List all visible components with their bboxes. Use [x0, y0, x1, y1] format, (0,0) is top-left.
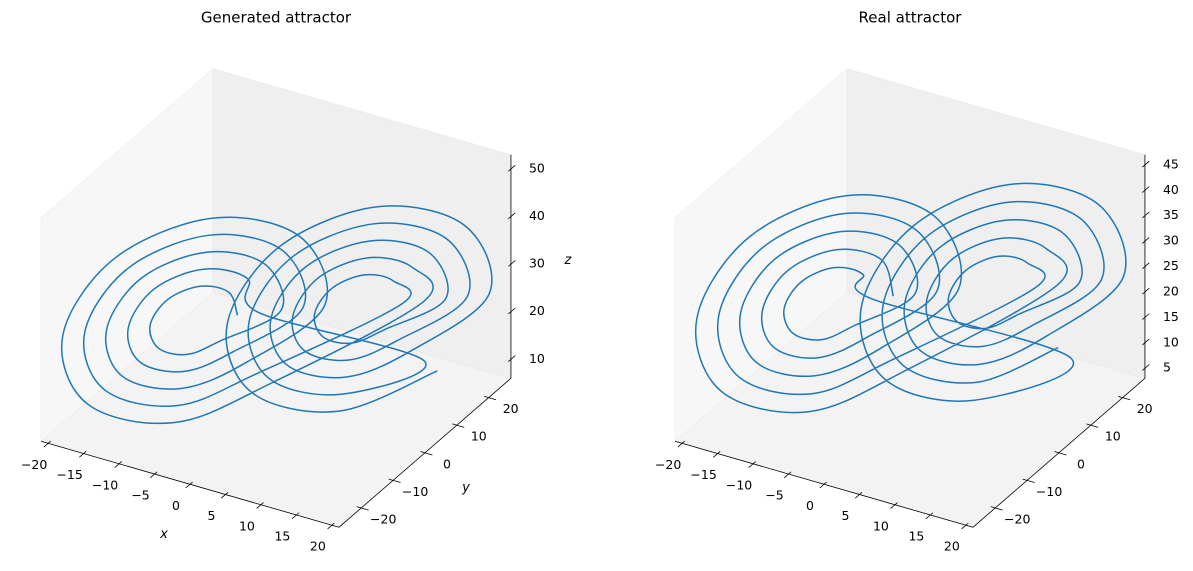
y-tick-label: −20 [1004, 511, 1030, 526]
y-tick [1118, 395, 1131, 401]
trajectory [695, 182, 1127, 414]
trajectory [61, 205, 493, 425]
x-axis-label: x [159, 527, 168, 542]
y-tick-label: −10 [402, 484, 428, 499]
x-tick [43, 440, 51, 448]
z-tick [1142, 338, 1150, 346]
x-tick [677, 440, 685, 448]
z-tick [1142, 313, 1150, 320]
x-tick-label: 20 [310, 539, 326, 554]
x-tick-label: 15 [908, 528, 924, 543]
x-tick [890, 502, 898, 509]
x-tick-label: −5 [131, 488, 149, 503]
y-tick-label: −10 [1036, 484, 1062, 499]
z-tick-label: 45 [1163, 156, 1179, 171]
x-tick-label: 10 [239, 518, 255, 533]
z-tick [508, 212, 516, 220]
chart-title: Real attractor [859, 9, 963, 27]
y-tick-label: 20 [1137, 401, 1153, 416]
z-tick-label: 40 [1163, 182, 1179, 197]
chart-title: Generated attractor [201, 9, 352, 27]
y-tick [388, 478, 401, 483]
y-tick [484, 395, 497, 401]
z-tick [1142, 262, 1150, 270]
z-tick-label: 10 [529, 351, 545, 366]
x-tick [327, 522, 335, 530]
z-tick [1142, 186, 1150, 193]
x-tick-label: 20 [944, 539, 960, 554]
x-tick-label: 15 [274, 528, 290, 543]
x-tick [256, 502, 264, 509]
x-tick [185, 481, 193, 489]
y-tick-label: 0 [1077, 456, 1085, 471]
z-tick-label: 5 [1163, 360, 1171, 375]
x-tick [713, 451, 721, 458]
z-tick [1142, 237, 1150, 244]
z-tick-label: 20 [1163, 283, 1179, 298]
x-tick [149, 471, 158, 479]
z-axis-label: z [564, 253, 573, 268]
z-tick [1142, 287, 1150, 295]
y-tick-label: 10 [1105, 429, 1121, 444]
z-tick-label: 25 [1163, 258, 1179, 273]
y-tick-label: 20 [503, 401, 519, 416]
z-tick [508, 307, 516, 315]
y-tick [1022, 478, 1035, 483]
x-tick-label: 5 [207, 508, 215, 523]
z-tick-label: 40 [529, 208, 545, 223]
z-tick [1142, 211, 1150, 219]
z-tick-label: 10 [1163, 334, 1179, 349]
z-tick-label: 15 [1163, 309, 1179, 324]
x-tick [220, 491, 229, 499]
x-tick [819, 481, 827, 489]
y-tick [452, 423, 465, 428]
z-tick [508, 355, 516, 362]
x-tick [114, 461, 122, 468]
y-tick [1054, 451, 1067, 456]
z-tick-label: 50 [529, 160, 545, 175]
y-tick-label: −20 [370, 511, 396, 526]
z-tick [508, 260, 516, 267]
x-tick-label: −15 [690, 467, 716, 482]
x-tick [291, 512, 300, 520]
x-tick [961, 522, 969, 530]
x-tick-label: −20 [655, 457, 681, 472]
z-tick-label: 30 [529, 256, 545, 271]
x-tick-label: 10 [873, 518, 889, 533]
x-tick-label: −20 [21, 457, 47, 472]
y-tick [990, 506, 1003, 511]
y-axis-label: y [461, 480, 470, 495]
x-tick [925, 512, 934, 520]
y-tick-label: 0 [443, 456, 451, 471]
x-tick-label: −10 [92, 477, 118, 492]
z-tick-label: 30 [1163, 233, 1179, 248]
y-tick [356, 506, 369, 511]
z-tick [1142, 364, 1150, 371]
x-tick-label: −15 [56, 467, 82, 482]
x-tick [854, 491, 863, 499]
x-tick-label: 0 [806, 498, 814, 513]
y-tick [1086, 423, 1099, 428]
z-tick-label: 35 [1163, 207, 1179, 222]
z-tick-label: 20 [529, 303, 545, 318]
z-tick [508, 164, 516, 172]
x-tick-label: −10 [726, 477, 752, 492]
x-tick [748, 461, 756, 468]
y-tick [420, 451, 433, 456]
z-tick [1142, 160, 1150, 168]
x-tick-label: −5 [765, 488, 783, 503]
x-tick [783, 471, 792, 479]
x-tick-label: 5 [841, 508, 849, 523]
x-tick-label: 0 [172, 498, 180, 513]
y-tick-label: 10 [471, 429, 487, 444]
x-tick [79, 451, 87, 458]
